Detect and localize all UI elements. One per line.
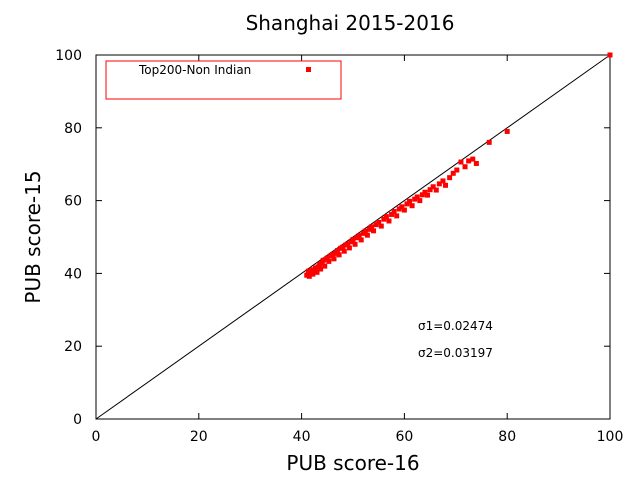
data-point <box>371 228 377 234</box>
data-point <box>324 255 330 261</box>
data-point <box>358 237 364 243</box>
data-point <box>340 244 346 250</box>
data-point <box>419 192 425 198</box>
data-point <box>350 237 356 243</box>
data-point <box>422 189 428 195</box>
data-point <box>450 170 456 176</box>
x-tick-label: 0 <box>92 429 101 445</box>
data-point <box>329 251 335 257</box>
data-point <box>310 271 316 277</box>
data-point <box>458 159 464 165</box>
data-point <box>304 272 310 278</box>
data-point <box>436 181 442 187</box>
legend-label: Top200-Non Indian <box>138 63 251 77</box>
legend: Top200-Non Indian <box>105 60 342 100</box>
x-axis-label: PUB score-16 <box>286 451 419 475</box>
data-point <box>314 269 320 275</box>
data-point <box>470 156 476 162</box>
x-tick-label: 100 <box>597 429 624 445</box>
data-point <box>430 184 436 190</box>
data-point <box>417 198 423 204</box>
data-point <box>414 194 420 200</box>
data-point <box>433 187 439 193</box>
legend-marker-square <box>306 67 311 72</box>
data-point <box>409 203 415 209</box>
data-point <box>319 260 325 266</box>
data-point <box>396 206 402 212</box>
data-point <box>335 247 341 253</box>
data-point <box>425 192 431 198</box>
data-point <box>346 245 352 251</box>
y-tick-label: 80 <box>64 121 82 137</box>
x-tick-label: 60 <box>395 429 413 445</box>
annotation-sigma1: σ1=0.02474 <box>418 319 493 333</box>
data-point <box>341 248 347 254</box>
data-point <box>345 241 351 247</box>
data-point <box>364 232 370 238</box>
data-point <box>309 267 315 273</box>
y-axis-label: PUB score-15 <box>21 170 45 303</box>
data-point <box>331 256 337 262</box>
data-point <box>369 224 375 230</box>
data-point <box>356 233 362 239</box>
axis-ticks: 0 20 40 60 80 100 0 20 40 60 80 100 <box>55 48 623 445</box>
y-tick-label: 0 <box>73 412 82 428</box>
data-point <box>366 226 372 232</box>
data-point <box>412 196 418 202</box>
data-points <box>304 52 613 279</box>
data-point <box>401 207 407 213</box>
data-point <box>473 160 479 166</box>
data-point <box>404 201 410 207</box>
data-point <box>407 198 413 204</box>
data-point <box>373 222 379 228</box>
data-point <box>305 268 311 274</box>
data-point <box>486 139 492 145</box>
data-point <box>352 241 358 247</box>
data-point <box>317 261 323 267</box>
data-point <box>336 252 342 258</box>
data-point <box>333 250 339 256</box>
data-point <box>362 228 368 234</box>
data-point <box>311 268 317 274</box>
data-point <box>381 216 387 222</box>
data-point <box>607 52 613 58</box>
data-point <box>378 223 384 229</box>
legend-box <box>105 60 342 100</box>
y-tick-label: 100 <box>55 48 82 64</box>
data-point <box>306 273 312 279</box>
data-point <box>504 128 510 134</box>
chart-title: Shanghai 2015-2016 <box>246 11 455 35</box>
data-point <box>322 263 328 269</box>
data-point <box>399 204 405 210</box>
data-point <box>312 265 318 271</box>
y-tick-label: 20 <box>64 339 82 355</box>
data-point <box>389 211 395 217</box>
x-tick-label: 80 <box>498 429 516 445</box>
data-point <box>454 167 460 173</box>
data-point <box>466 158 472 164</box>
data-point <box>391 209 397 215</box>
data-point <box>440 178 446 184</box>
data-point <box>386 218 392 224</box>
reference-line <box>95 54 611 420</box>
plot-frame <box>95 54 611 420</box>
data-point <box>376 219 382 225</box>
data-point <box>318 266 324 272</box>
data-point <box>427 187 433 193</box>
data-point <box>443 182 449 188</box>
x-tick-label: 40 <box>293 429 311 445</box>
y-tick-label: 60 <box>64 194 82 210</box>
data-point <box>315 264 321 270</box>
data-point <box>320 257 326 263</box>
data-point <box>394 213 400 219</box>
annotation-sigma2: σ2=0.03197 <box>418 346 493 360</box>
x-tick-label: 20 <box>190 429 208 445</box>
data-point <box>326 258 332 264</box>
data-point <box>447 175 453 181</box>
y-tick-label: 40 <box>64 266 82 282</box>
data-point <box>383 214 389 220</box>
legend-marker <box>306 67 311 72</box>
data-point <box>462 164 468 170</box>
